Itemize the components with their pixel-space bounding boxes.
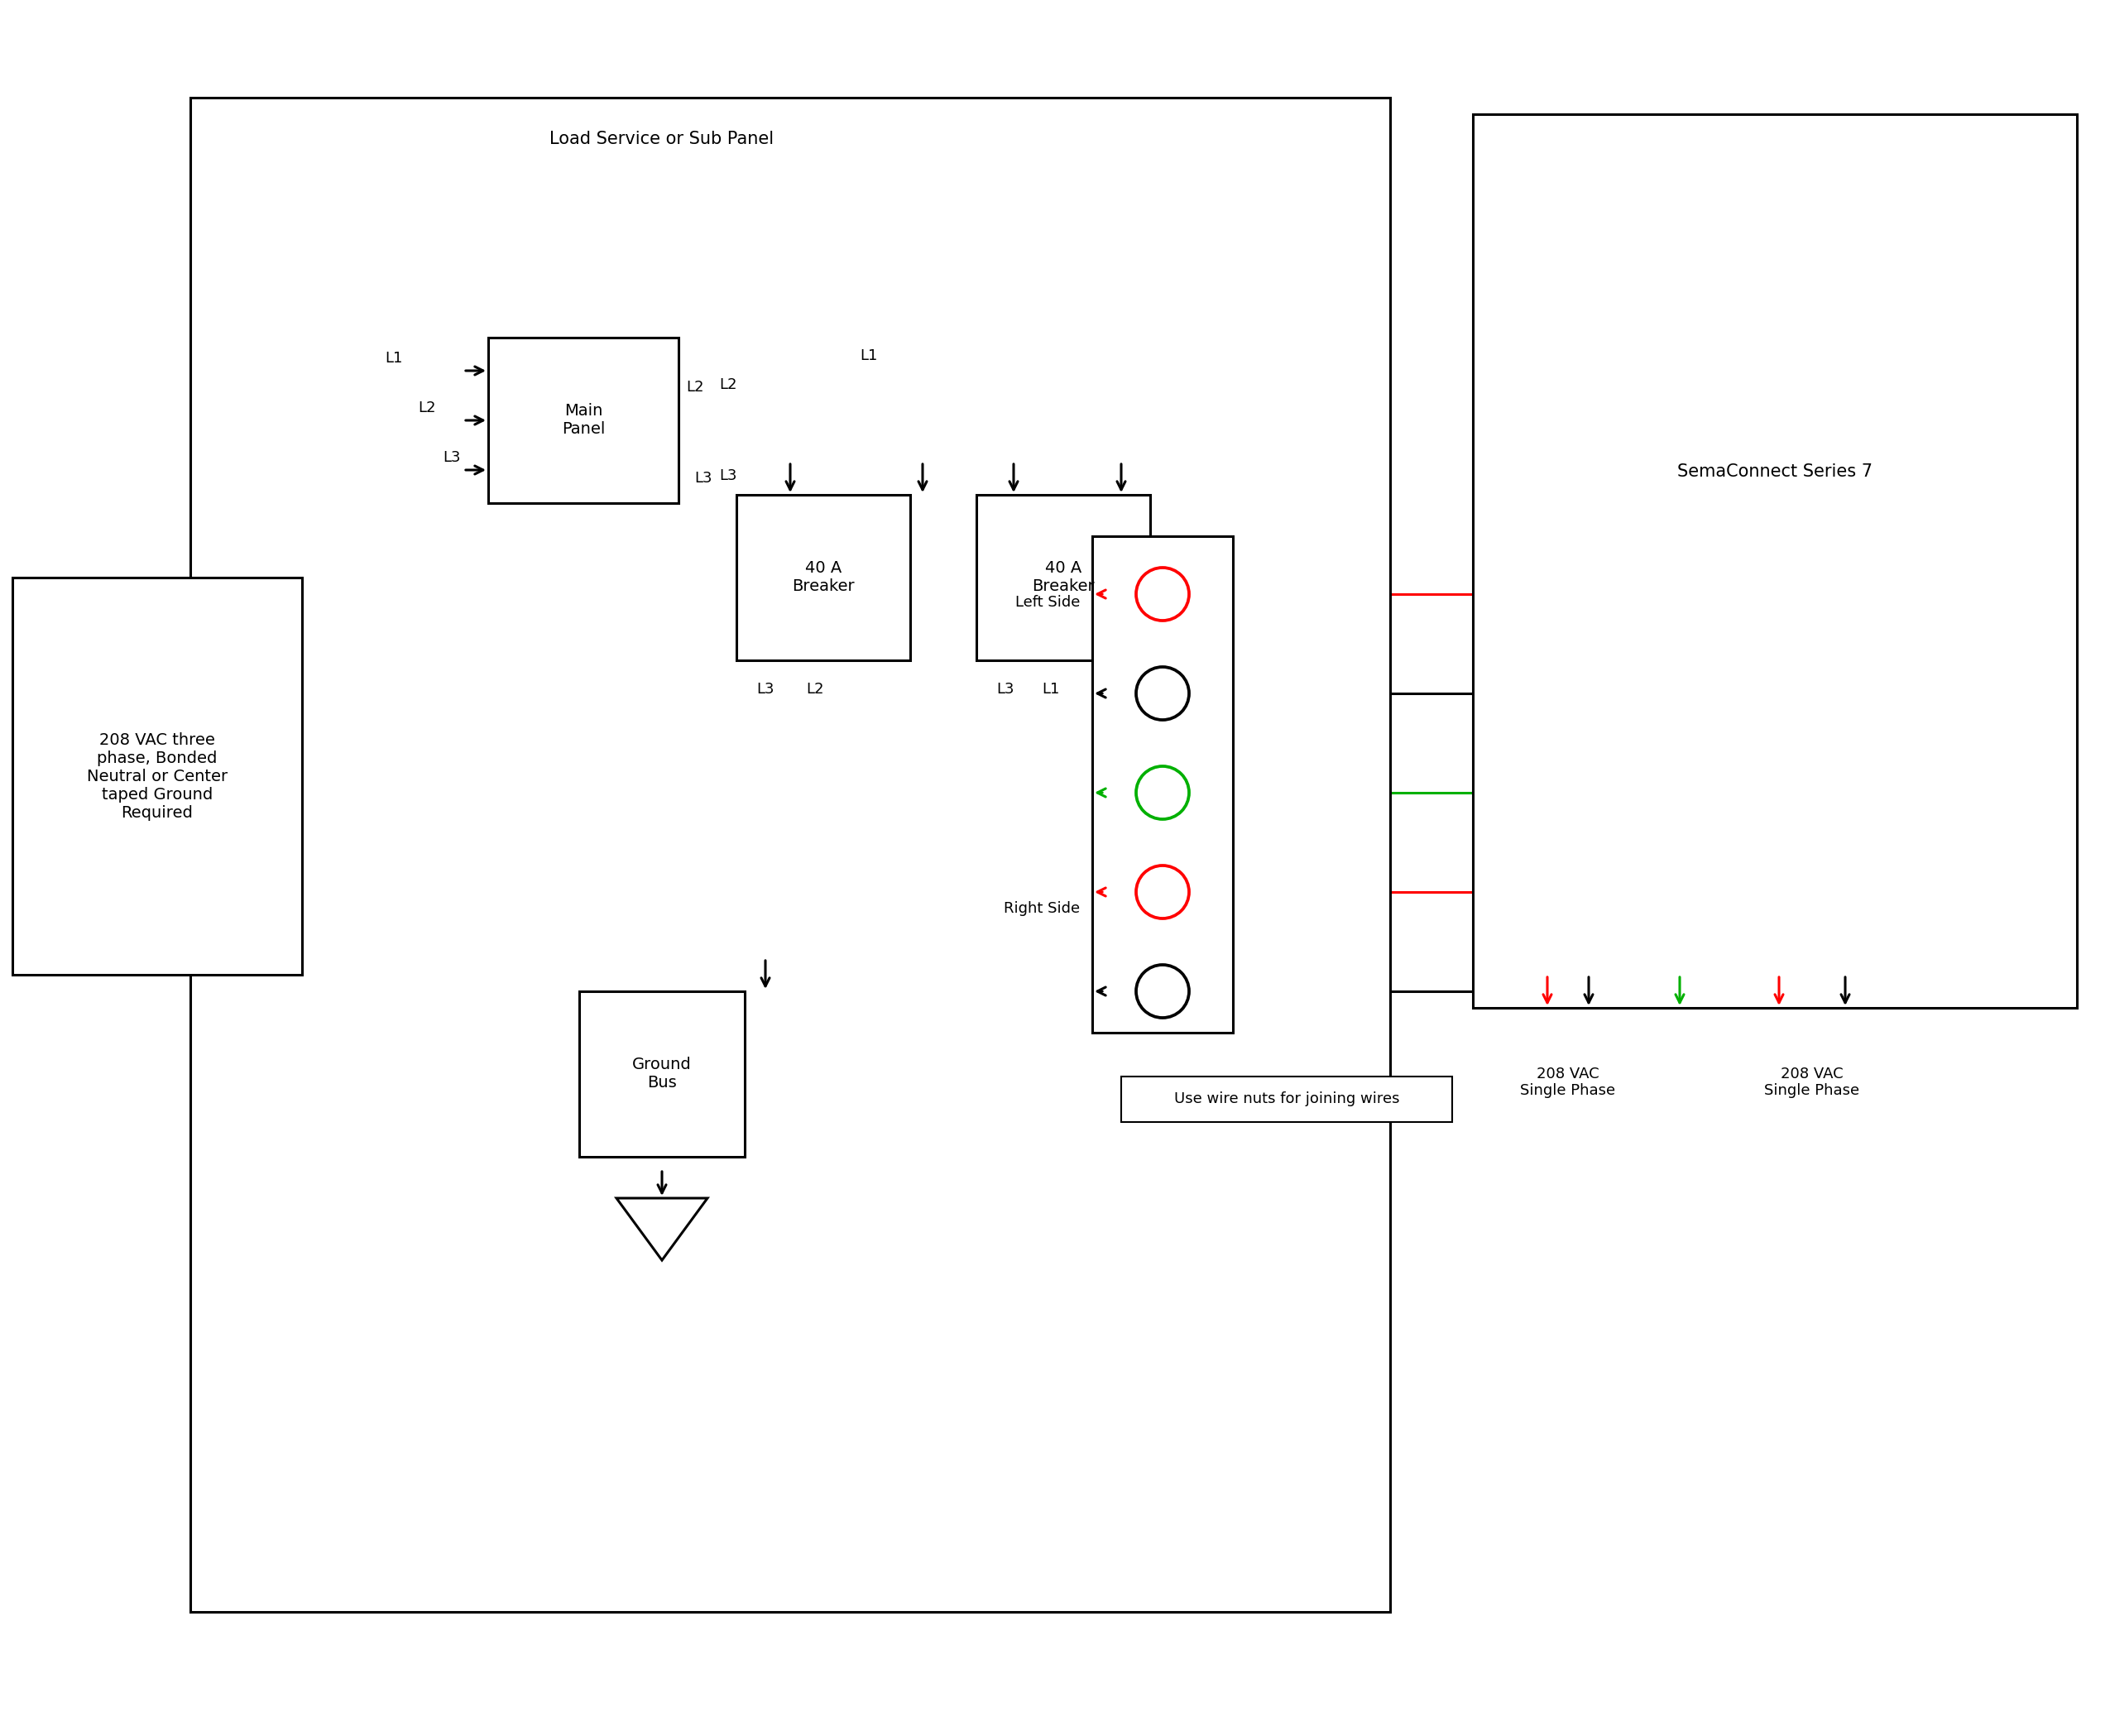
Text: L2: L2 xyxy=(720,377,736,392)
Bar xyxy=(977,495,1150,660)
Text: L3: L3 xyxy=(757,682,774,696)
Text: SemaConnect Series 7: SemaConnect Series 7 xyxy=(1677,464,1872,479)
Text: 208 VAC
Single Phase: 208 VAC Single Phase xyxy=(1521,1066,1616,1099)
Text: L3: L3 xyxy=(720,469,736,483)
Text: Ground
Bus: Ground Bus xyxy=(633,1057,692,1090)
Text: 208 VAC three
phase, Bonded
Neutral or Center
taped Ground
Required: 208 VAC three phase, Bonded Neutral or C… xyxy=(87,733,228,821)
Text: L3: L3 xyxy=(443,450,460,465)
Bar xyxy=(190,97,1390,1613)
Text: L3: L3 xyxy=(694,470,713,486)
Bar xyxy=(13,578,302,974)
Text: 40 A
Breaker: 40 A Breaker xyxy=(791,561,855,594)
Text: L1: L1 xyxy=(861,349,878,363)
Text: Main
Panel: Main Panel xyxy=(561,403,606,437)
Text: Load Service or Sub Panel: Load Service or Sub Panel xyxy=(551,130,774,148)
Text: Left Side: Left Side xyxy=(1015,595,1080,609)
Text: Use wire nuts for joining wires: Use wire nuts for joining wires xyxy=(1173,1092,1399,1106)
Text: Right Side: Right Side xyxy=(1004,901,1080,917)
Text: L1: L1 xyxy=(384,351,403,366)
Bar xyxy=(1473,115,2076,1009)
Text: 40 A
Breaker: 40 A Breaker xyxy=(1032,561,1095,594)
Text: 208 VAC
Single Phase: 208 VAC Single Phase xyxy=(1764,1066,1859,1099)
Bar xyxy=(580,991,745,1156)
Bar xyxy=(487,337,679,503)
Text: L2: L2 xyxy=(686,380,705,394)
Text: L2: L2 xyxy=(806,682,823,696)
Bar xyxy=(736,495,909,660)
Text: L2: L2 xyxy=(418,401,435,415)
Text: L3: L3 xyxy=(996,682,1015,696)
Bar xyxy=(1093,536,1232,1033)
Text: L1: L1 xyxy=(1042,682,1059,696)
Bar xyxy=(1120,1076,1452,1121)
